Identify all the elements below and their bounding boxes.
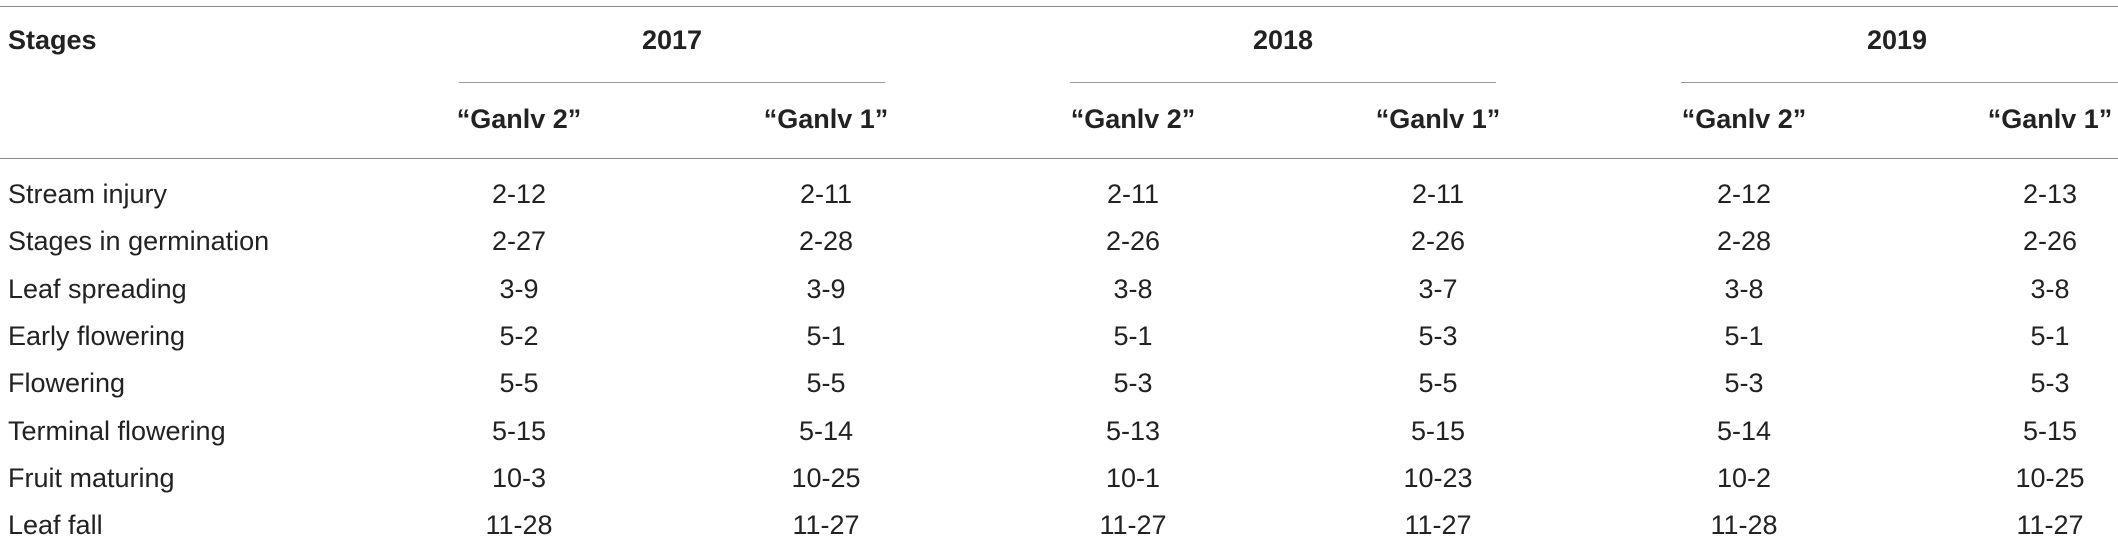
date-cell: 2-28 [1716, 226, 1772, 256]
date-cell: 3-9 [499, 274, 539, 304]
cultivar-header: “Ganlv 1” [1987, 104, 2113, 134]
date-cell: 2-28 [798, 226, 854, 256]
date-cell: 5-3 [1113, 368, 1153, 398]
date-cell: 5-1 [1724, 321, 1764, 351]
date-cell: 5-1 [806, 321, 846, 351]
date-cell: 3-9 [806, 274, 846, 304]
stages-header: Stages [8, 25, 97, 55]
stage-label: Terminal flowering [8, 416, 226, 446]
date-cell: 5-15 [491, 416, 547, 446]
date-cell: 5-3 [2030, 368, 2070, 398]
date-cell: 5-15 [2022, 416, 2078, 446]
date-cell: 11-27 [792, 510, 860, 540]
date-cell: 5-14 [1716, 416, 1772, 446]
date-cell: 10-25 [791, 463, 861, 493]
date-cell: 2-13 [2022, 179, 2078, 209]
date-cell: 11-28 [1710, 510, 1778, 540]
stage-label: Fruit maturing [8, 463, 175, 493]
year-header-2017: 2017 [641, 25, 703, 55]
date-cell: 5-3 [1418, 321, 1458, 351]
date-cell: 2-12 [491, 179, 547, 209]
date-cell: 5-5 [806, 368, 846, 398]
cultivar-header: “Ganlv 2” [1681, 104, 1807, 134]
year-header-2019: 2019 [1866, 25, 1928, 55]
stage-label: Leaf fall [8, 510, 103, 540]
date-cell: 2-11 [1106, 179, 1160, 209]
date-cell: 3-7 [1418, 274, 1458, 304]
date-cell: 5-5 [499, 368, 539, 398]
stage-label: Early flowering [8, 321, 186, 351]
date-cell: 5-2 [499, 321, 539, 351]
date-cell: 5-14 [798, 416, 854, 446]
date-cell: 2-11 [799, 179, 853, 209]
cultivar-header: “Ganlv 1” [1375, 104, 1501, 134]
header-body-rule [0, 158, 2118, 159]
year-2019-rule [1681, 82, 2118, 83]
date-cell: 10-23 [1403, 463, 1473, 493]
date-cell: 5-15 [1410, 416, 1466, 446]
year-2018-rule [1070, 82, 1496, 83]
date-cell: 10-1 [1105, 463, 1161, 493]
stage-label: Stages in germination [8, 226, 270, 256]
date-cell: 3-8 [1113, 274, 1153, 304]
date-cell: 11-27 [2016, 510, 2084, 540]
cultivar-header: “Ganlv 2” [456, 104, 582, 134]
date-cell: 5-1 [1113, 321, 1153, 351]
date-cell: 5-13 [1105, 416, 1161, 446]
date-cell: 3-8 [2030, 274, 2070, 304]
cultivar-header: “Ganlv 1” [763, 104, 889, 134]
date-cell: 5-3 [1724, 368, 1764, 398]
stage-label: Stream injury [8, 179, 168, 209]
date-cell: 2-11 [1411, 179, 1465, 209]
date-cell: 10-25 [2015, 463, 2085, 493]
date-cell: 11-28 [485, 510, 553, 540]
date-cell: 2-27 [491, 226, 547, 256]
date-cell: 11-27 [1404, 510, 1472, 540]
stage-label: Flowering [8, 368, 126, 398]
date-cell: 10-2 [1716, 463, 1772, 493]
date-cell: 11-27 [1099, 510, 1167, 540]
date-cell: 3-8 [1724, 274, 1764, 304]
cultivar-header: “Ganlv 2” [1070, 104, 1196, 134]
table-top-rule [0, 6, 2118, 7]
date-cell: 10-3 [491, 463, 547, 493]
date-cell: 2-12 [1716, 179, 1772, 209]
date-cell: 5-1 [2030, 321, 2070, 351]
year-2017-rule [459, 82, 885, 83]
date-cell: 5-5 [1418, 368, 1458, 398]
date-cell: 2-26 [1105, 226, 1161, 256]
date-cell: 2-26 [1410, 226, 1466, 256]
stage-label: Leaf spreading [8, 274, 187, 304]
year-header-2018: 2018 [1252, 25, 1314, 55]
date-cell: 2-26 [2022, 226, 2078, 256]
